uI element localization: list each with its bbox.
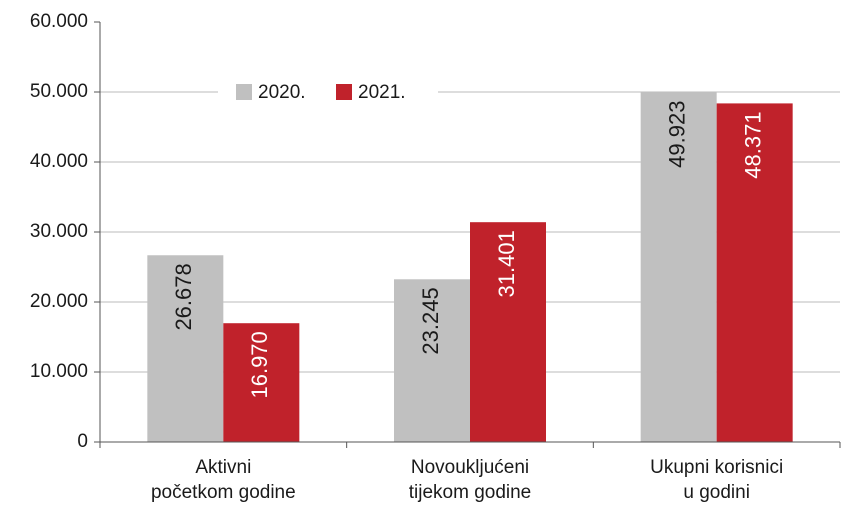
bar [223,323,300,442]
bar [394,279,470,442]
bar [147,255,224,442]
x-tick-label: Aktivni početkom godine [151,457,296,503]
legend-label: 2020. [258,82,306,103]
bar [470,222,546,442]
value-label: 26.678 [171,263,196,330]
value-label: 49.923 [664,101,689,168]
bar [716,103,793,442]
value-label: 31.401 [494,230,519,297]
legend-label: 2021. [358,82,406,103]
x-tick-label: Novoukljućeni tijekom godine [409,457,532,503]
legend-background [218,78,438,106]
x-tick-label: Ukupni korisnici u godini [650,457,783,503]
value-label: 16.970 [247,331,272,398]
legend-swatch [236,84,252,100]
y-tick-label: 50.000 [30,81,88,102]
y-tick-label: 60.000 [30,11,88,32]
y-tick-label: 30.000 [30,221,88,242]
y-tick-label: 10.000 [30,361,88,382]
y-tick-label: 40.000 [30,151,88,172]
y-tick-label: 20.000 [30,291,88,312]
bar [640,92,717,442]
y-tick-label: 0 [77,431,88,452]
value-label: 23.245 [418,287,443,354]
legend-swatch [336,84,352,100]
value-label: 48.371 [740,111,765,178]
